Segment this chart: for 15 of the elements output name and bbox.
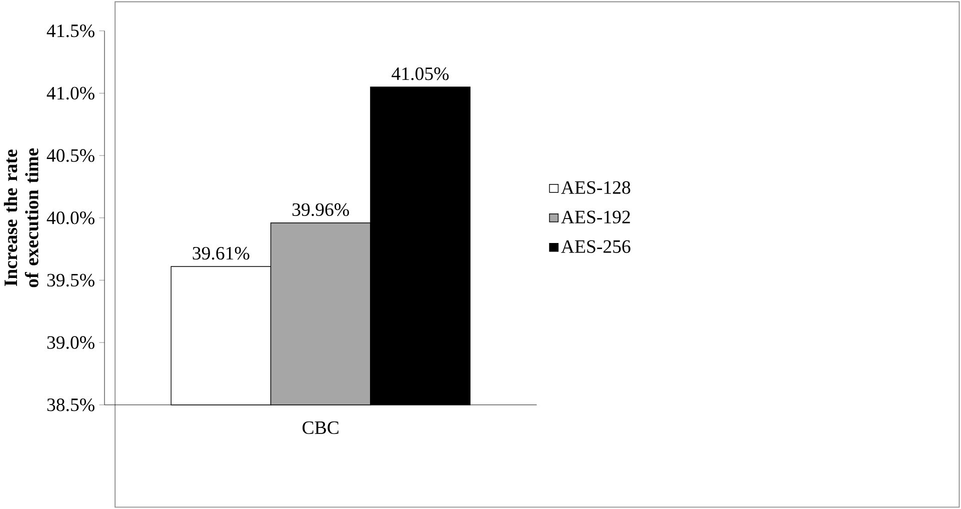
y-tick-label: 38.5% — [47, 398, 94, 412]
data-label: 41.05% — [392, 67, 449, 80]
data-label: 39.61% — [192, 246, 250, 260]
y-tick-label: 39.0% — [47, 336, 94, 349]
y-tick-label: 40.0% — [46, 212, 94, 224]
data-label: 39.96% — [292, 203, 349, 216]
legend-label: AES-256 — [561, 240, 630, 253]
y-axis-title: Increase the rate of execution time — [4, 148, 38, 288]
y-tick-label: 40.5% — [46, 149, 94, 162]
legend-label: AES-128 — [561, 181, 630, 194]
y-tick-label: 41.0% — [46, 86, 94, 100]
y-tick-label: 39.5% — [47, 274, 94, 287]
x-tick-label: CBC — [302, 421, 338, 434]
y-tick-label: 41.5% — [46, 24, 94, 38]
legend-label: AES-192 — [561, 210, 630, 224]
